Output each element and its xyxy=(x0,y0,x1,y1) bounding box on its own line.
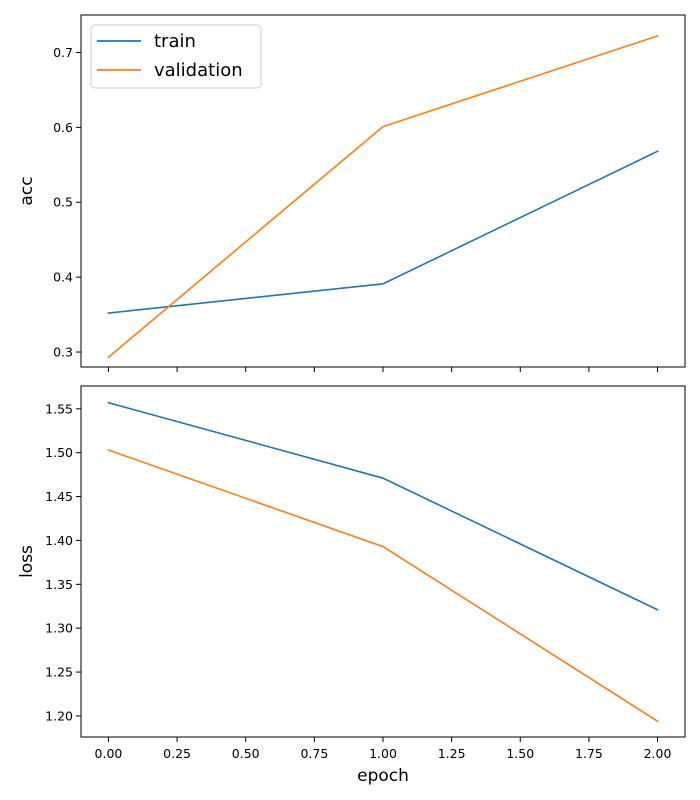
legend: train validation xyxy=(90,24,262,89)
x-tick-label-2-4: 0.75 xyxy=(300,746,328,761)
y-tick-label-2-3: 1.30 xyxy=(45,621,73,636)
x-tick-label-2-9: 2.00 xyxy=(644,746,672,761)
x-tick-label-2-6: 1.25 xyxy=(438,746,466,761)
x-tick-label-2-3: 0.50 xyxy=(232,746,260,761)
x-axis-label-2: epoch xyxy=(357,766,409,786)
y-tick-label-1-5: 0.7 xyxy=(53,45,73,60)
y-axis-label-2: loss xyxy=(17,545,37,578)
y-tick-label-2-6: 1.45 xyxy=(45,489,73,504)
y-axis-label-1: acc xyxy=(17,176,37,205)
series-line-2-1 xyxy=(107,401,659,611)
y-tick-label-1-4: 0.6 xyxy=(53,120,73,135)
y-tick-label-1-2: 0.4 xyxy=(53,270,73,285)
y-tick-label-2-8: 1.55 xyxy=(45,401,73,416)
x-tick-label-2-8: 1.75 xyxy=(575,746,603,761)
chart-panel-2: 0.00 0.25 0.50 0.75 1.00 1.25 1.50 1.75 2.00 1.20… xyxy=(17,385,686,786)
x-tick-label-2-5: 1.00 xyxy=(369,746,397,761)
series-line-2-2 xyxy=(107,449,659,723)
y-tick-label-2-5: 1.40 xyxy=(45,533,73,548)
legend-label-1: train xyxy=(154,31,196,52)
x-tick-label-2-1: 0.00 xyxy=(95,746,123,761)
y-tick-label-2-2: 1.25 xyxy=(45,665,73,680)
y-tick-label-1-3: 0.5 xyxy=(53,195,73,210)
y-tick-label-1-1: 0.3 xyxy=(53,345,73,360)
y-tick-label-2-7: 1.50 xyxy=(45,445,73,460)
x-tick-label-2-2: 0.25 xyxy=(163,746,191,761)
series-line-1-1 xyxy=(107,150,659,314)
y-tick-label-2-1: 1.20 xyxy=(45,708,73,723)
x-tick-label-2-7: 1.50 xyxy=(506,746,534,761)
chart-panel-1: 0.3 0.4 0.5 0.6 0.7 acc train validation xyxy=(17,14,686,372)
axes-frame-2 xyxy=(80,385,686,738)
legend-label-2: validation xyxy=(154,60,243,81)
y-tick-label-2-4: 1.35 xyxy=(45,577,73,592)
series-line-1-2 xyxy=(107,34,659,359)
